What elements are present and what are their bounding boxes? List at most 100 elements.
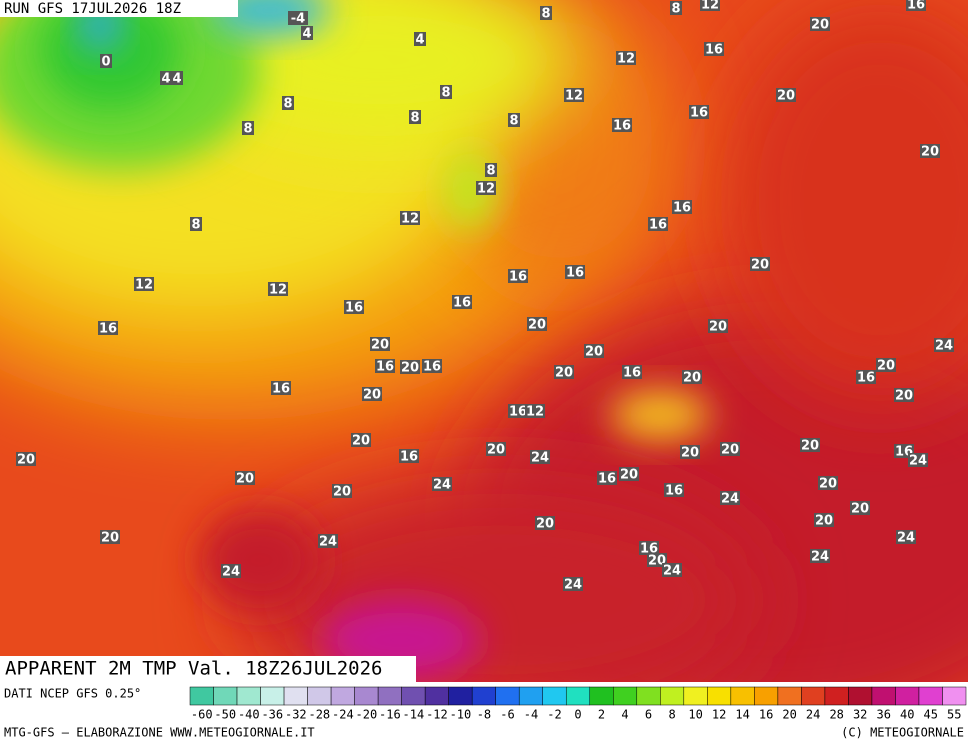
run-box [0, 0, 238, 17]
label-box [422, 359, 442, 373]
legend-swatch [636, 686, 661, 706]
label-box [190, 217, 202, 231]
contour-label: 16 [665, 484, 683, 499]
label-box [100, 54, 112, 68]
legend-swatch [848, 686, 873, 706]
legend-swatch [824, 686, 849, 706]
label-box [527, 317, 547, 331]
footer-left: MTG-GFS – ELABORAZIONE WWW.METEOGIORNALE… [4, 726, 315, 740]
contour-label: 16 [272, 382, 290, 397]
legend-swatch [283, 686, 308, 706]
label-box [670, 1, 682, 15]
legend-swatch [213, 686, 238, 706]
legend-swatch [330, 686, 355, 706]
contour-label: 12 [526, 405, 544, 420]
label-box [16, 452, 36, 466]
contour-label: 24 [663, 564, 681, 579]
contour-label: 20 [536, 517, 554, 532]
label-box [750, 257, 770, 271]
label-box [689, 105, 709, 119]
contour-label: 16 [857, 371, 875, 386]
label-box [171, 71, 183, 85]
contour-label: 20 [101, 531, 119, 546]
legend-swatch [401, 686, 426, 706]
label-box [894, 388, 914, 402]
contour-label: 20 [851, 502, 869, 517]
legend-tick-label: 20 [782, 708, 796, 722]
contour-label: 12 [701, 0, 719, 13]
label-box [639, 541, 659, 555]
label-box [619, 467, 639, 481]
legend-swatch [236, 686, 261, 706]
label-box [370, 337, 390, 351]
label-box [476, 181, 496, 195]
contour-label: 16 [623, 366, 641, 381]
label-box [906, 0, 926, 11]
contour-label: 16 [613, 119, 631, 134]
legend-swatch [495, 686, 520, 706]
contour-label: 20 [401, 361, 419, 376]
contour-label: 20 [877, 359, 895, 374]
legend-tick-label: -60 [191, 708, 213, 722]
legend-tick-label: 0 [574, 708, 581, 722]
label-box [508, 404, 528, 418]
legend-tick-label: 4 [621, 708, 628, 722]
label-box [485, 163, 497, 177]
legend-tick-label: -24 [332, 708, 354, 722]
label-box [700, 0, 720, 11]
legend-swatch [918, 686, 943, 706]
contour-label: 12 [401, 212, 419, 227]
label-box [508, 269, 528, 283]
label-box [221, 564, 241, 578]
legend-swatch [895, 686, 920, 706]
contour-label: 0 [101, 55, 110, 70]
legend-tick-label: 10 [688, 708, 702, 722]
legend-tick-label: 14 [735, 708, 749, 722]
legend-tick-label: 16 [759, 708, 773, 722]
contour-label: 20 [528, 318, 546, 333]
label-box [486, 442, 506, 456]
legend-swatch [707, 686, 732, 706]
contour-label: 20 [487, 443, 505, 458]
contour-label: 24 [564, 578, 582, 593]
label-box [616, 51, 636, 65]
legend-tick-label: -32 [285, 708, 307, 722]
legend-tick-label: -6 [500, 708, 514, 722]
label-box [362, 387, 382, 401]
legend-swatch [471, 686, 496, 706]
contour-label: 8 [243, 122, 252, 137]
contour-label: 20 [751, 258, 769, 273]
legend-swatch [260, 686, 285, 706]
contour-label: 4 [415, 33, 424, 48]
legend-tick-label: 24 [806, 708, 820, 722]
label-box [452, 295, 472, 309]
label-box [160, 71, 172, 85]
label-box [564, 88, 584, 102]
label-box [400, 211, 420, 225]
label-box [776, 88, 796, 102]
contour-label: 8 [486, 164, 495, 179]
contour-label: 8 [541, 7, 550, 22]
label-box [682, 370, 702, 384]
contour-label: 24 [319, 535, 337, 550]
contour-label: 16 [453, 296, 471, 311]
label-box [134, 277, 154, 291]
contour-label: 16 [345, 301, 363, 316]
contour-label: 16 [99, 322, 117, 337]
label-box [934, 338, 954, 352]
legend-tick-label: 8 [668, 708, 675, 722]
legend-swatch [801, 686, 826, 706]
contour-label: 16 [566, 266, 584, 281]
contour-label: 16 [705, 43, 723, 58]
label-box [100, 530, 120, 544]
label-box [235, 471, 255, 485]
contour-label: 20 [709, 320, 727, 335]
contour-label: 20 [333, 485, 351, 500]
contour-label: 20 [895, 389, 913, 404]
label-box [525, 404, 545, 418]
contour-label: 16 [649, 218, 667, 233]
title-box [0, 656, 416, 682]
contour-label: 20 [721, 443, 739, 458]
legend-tick-label: 40 [900, 708, 914, 722]
